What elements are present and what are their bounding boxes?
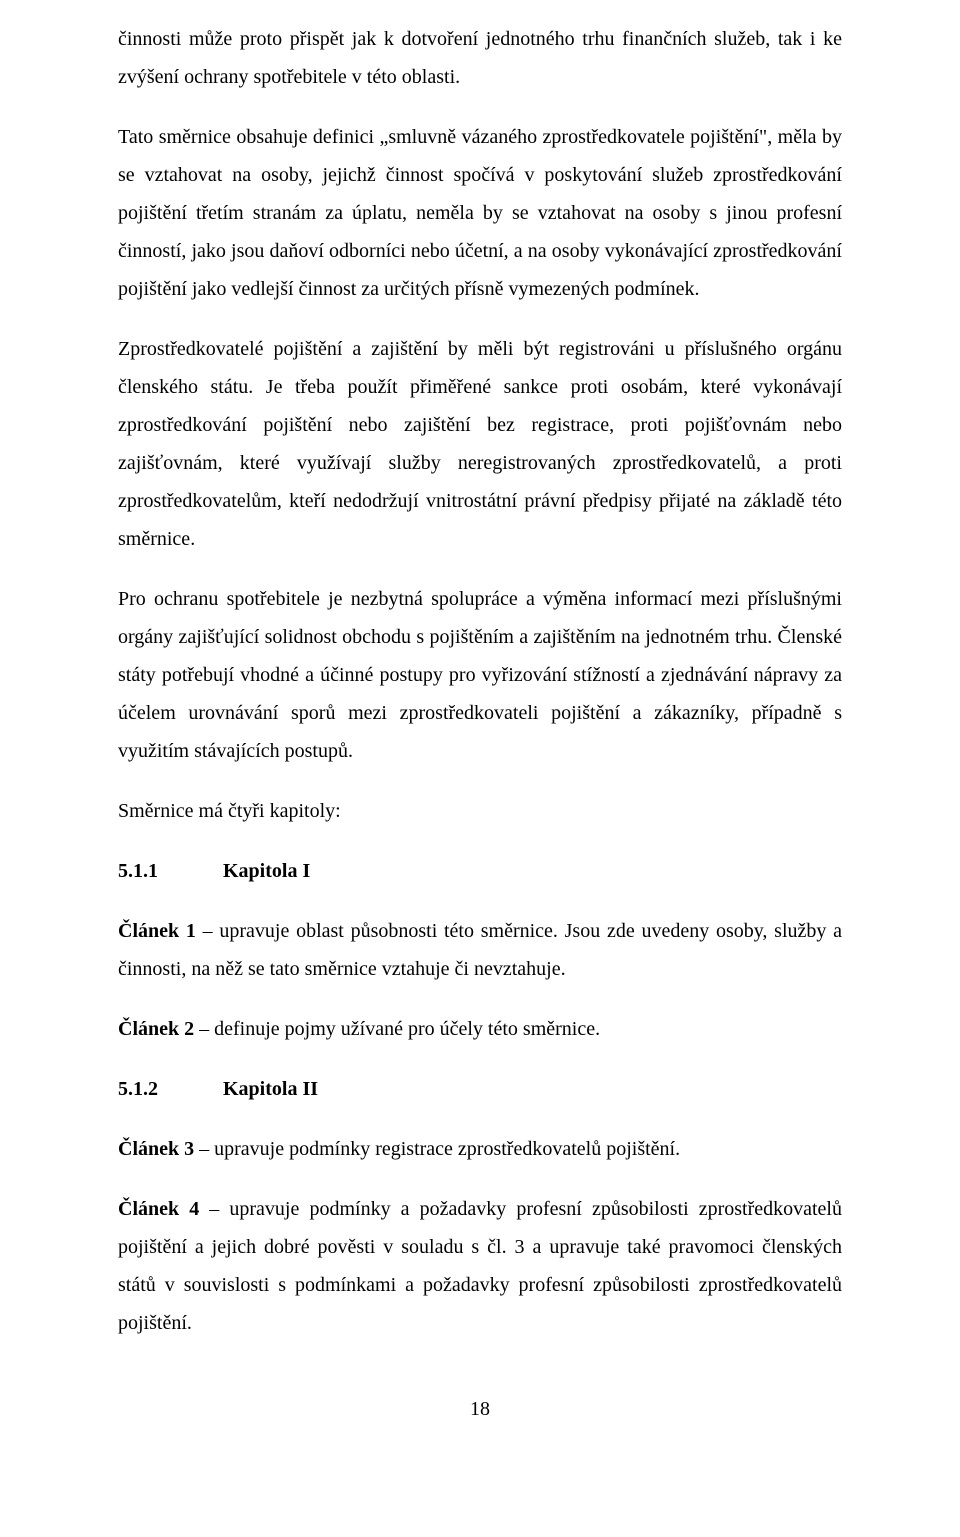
paragraph: Pro ochranu spotřebitele je nezbytná spo… [118,580,842,770]
section-heading-5-1-1: 5.1.1 Kapitola I [118,852,842,890]
heading-number: 5.1.2 [118,1070,218,1108]
article-2: Článek 2 – definuje pojmy užívané pro úč… [118,1010,842,1048]
article-text: – upravuje podmínky registrace zprostřed… [194,1138,680,1160]
article-label: Článek 3 [118,1138,194,1160]
article-text: – upravuje oblast působnosti této směrni… [118,920,842,980]
heading-title: Kapitola II [223,1078,318,1100]
paragraph: činnosti může proto přispět jak k dotvoř… [118,20,842,96]
document-page: činnosti může proto přispět jak k dotvoř… [0,0,960,1537]
paragraph: Tato směrnice obsahuje definici „smluvně… [118,118,842,308]
article-text: – upravuje podmínky a požadavky profesní… [118,1198,842,1334]
article-text: – definuje pojmy užívané pro účely této … [194,1018,600,1040]
heading-title: Kapitola I [223,860,310,882]
page-number: 18 [118,1390,842,1428]
article-label: Článek 2 [118,1018,194,1040]
section-heading-5-1-2: 5.1.2 Kapitola II [118,1070,842,1108]
article-1: Článek 1 – upravuje oblast působnosti té… [118,912,842,988]
article-3: Článek 3 – upravuje podmínky registrace … [118,1130,842,1168]
article-4: Článek 4 – upravuje podmínky a požadavky… [118,1190,842,1342]
article-label: Článek 1 [118,920,196,942]
article-label: Článek 4 [118,1198,199,1220]
heading-number: 5.1.1 [118,852,218,890]
paragraph: Zprostředkovatelé pojištění a zajištění … [118,330,842,558]
paragraph: Směrnice má čtyři kapitoly: [118,792,842,830]
